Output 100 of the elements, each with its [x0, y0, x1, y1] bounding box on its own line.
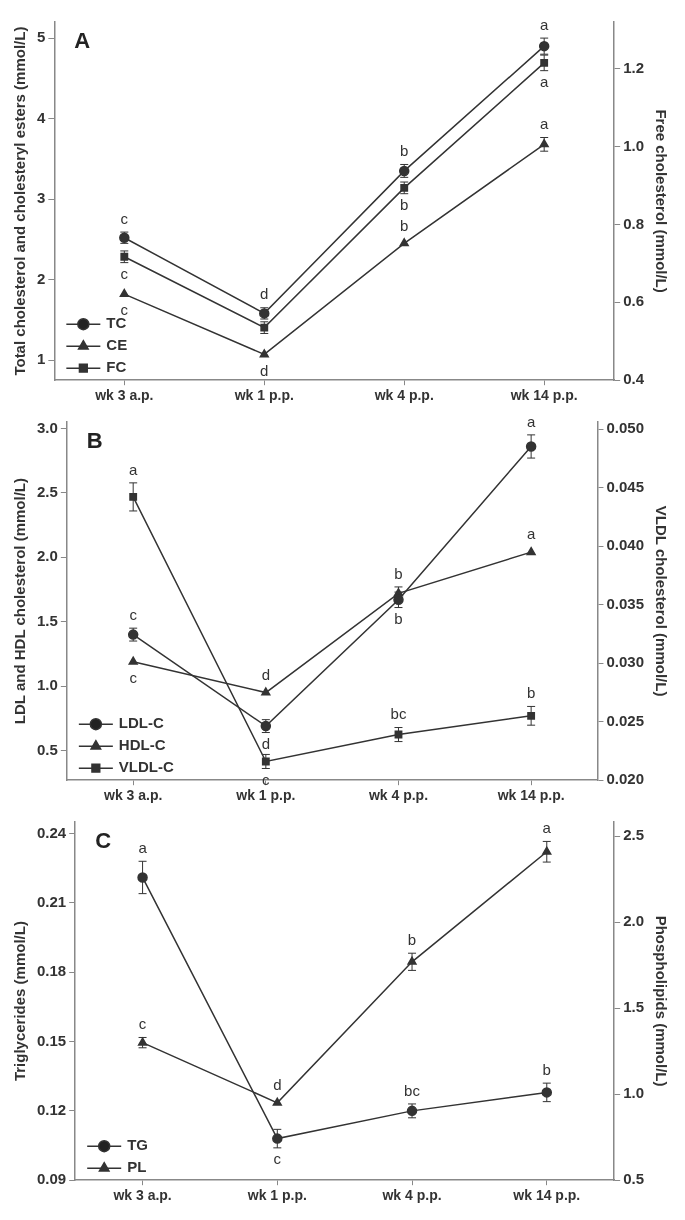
y2-tick-label: 2.5 — [623, 826, 645, 844]
data-label: bc — [390, 705, 407, 723]
x-tick-label: wk 14 p.p. — [512, 1187, 581, 1204]
point — [272, 1133, 283, 1144]
point — [539, 139, 549, 148]
data-label: d — [260, 361, 269, 379]
data-label: b — [407, 930, 417, 948]
point — [542, 846, 552, 855]
data-label: d — [261, 735, 270, 753]
y-axis-title: Total cholesterol and cholesteryl esters (mmol/L) — [11, 26, 29, 376]
x-tick-label: wk 1 p.p. — [235, 787, 296, 804]
data-label: a — [540, 15, 549, 33]
data-label: a — [526, 412, 536, 430]
y-axis-title: Triglycerides (mmol/L) — [11, 921, 29, 1082]
x-tick-label: wk 1 p.p. — [233, 387, 294, 404]
data-label: a — [138, 838, 148, 856]
y2-tick-label: 0.020 — [606, 770, 645, 788]
point — [272, 1097, 282, 1106]
data-label: d — [261, 665, 270, 683]
point — [137, 872, 148, 883]
data-label: b — [400, 196, 409, 214]
chart-title: B — [86, 428, 103, 454]
y2-tick-label: 1.0 — [623, 136, 645, 154]
legend-label: HDL-C — [118, 736, 166, 754]
y-tick-label: 0.24 — [36, 823, 67, 841]
y-tick-label: 4 — [37, 108, 46, 126]
legend-label: CE — [106, 336, 128, 354]
x-tick-label: wk 3 a.p. — [103, 787, 163, 804]
y-tick-label: 5 — [37, 28, 46, 46]
x-tick-label: wk 4 p.p. — [381, 1187, 442, 1204]
point — [128, 656, 138, 665]
y2-tick-label: 0.6 — [623, 292, 645, 310]
y2-axis-title: Free cholesterol (mmol/L) — [652, 109, 670, 293]
y-tick-label: 2.0 — [36, 547, 58, 565]
x-tick-label: wk 3 a.p. — [112, 1187, 172, 1204]
y2-tick-label: 0.030 — [606, 653, 645, 671]
y2-tick-label: 0.8 — [623, 214, 645, 232]
y2-tick-label: 0.5 — [623, 1170, 645, 1188]
data-label: b — [394, 564, 403, 582]
y-tick-label: 0.09 — [36, 1170, 67, 1188]
point — [259, 349, 269, 358]
y2-tick-label: 0.050 — [606, 419, 645, 437]
y2-tick-label: 0.045 — [606, 477, 645, 495]
point — [129, 492, 138, 501]
legend-label: PL — [127, 1158, 147, 1176]
y-tick-label: 0.15 — [36, 1031, 67, 1049]
y2-axis-title: VLDL cholesterol (mmol/L) — [652, 505, 670, 697]
chart-title: C — [95, 828, 112, 854]
point — [119, 288, 129, 298]
y-tick-label: 1.0 — [36, 676, 58, 694]
data-label: a — [540, 73, 549, 91]
data-label: c — [120, 209, 129, 227]
y-tick-label: 2 — [37, 269, 46, 287]
y2-axis-title: Phospholipids (mmol/L) — [652, 915, 670, 1087]
data-label: a — [129, 460, 139, 478]
data-label: a — [526, 525, 536, 543]
y-tick-label: 0.5 — [36, 740, 58, 758]
data-label: c — [273, 1150, 282, 1168]
y2-tick-label: 1.0 — [623, 1084, 645, 1102]
data-label: c — [129, 605, 138, 623]
point — [399, 238, 409, 247]
y-tick-label: 3.0 — [36, 418, 58, 436]
legend-label: TG — [127, 1136, 149, 1154]
legend-label: VLDL-C — [118, 758, 175, 776]
data-label: b — [526, 684, 536, 702]
point — [525, 441, 537, 452]
point — [261, 687, 271, 696]
data-label: d — [260, 285, 269, 303]
point — [526, 546, 536, 556]
y2-tick-label: 2.0 — [623, 912, 645, 930]
data-label: a — [540, 115, 549, 133]
data-label: bc — [404, 1081, 421, 1099]
data-label: c — [129, 668, 138, 686]
chart-title: A — [74, 28, 91, 54]
data-label: b — [400, 216, 409, 234]
y-tick-label: 1 — [37, 350, 46, 368]
data-label: b — [542, 1060, 551, 1078]
data-label: c — [138, 1015, 147, 1033]
point — [541, 1087, 553, 1098]
y-tick-label: 1.5 — [36, 611, 58, 629]
x-tick-label: wk 4 p.p. — [367, 787, 429, 804]
x-tick-label: wk 14 p.p. — [509, 387, 578, 404]
y2-tick-label: 0.4 — [623, 370, 645, 388]
x-tick-label: wk 3 a.p. — [94, 387, 154, 404]
y-tick-label: 0.21 — [36, 893, 67, 911]
y-tick-label: 0.12 — [36, 1101, 67, 1119]
y-tick-label: 2.5 — [36, 483, 58, 501]
data-label: d — [273, 1075, 282, 1093]
y2-tick-label: 0.025 — [606, 711, 645, 729]
data-label: c — [120, 265, 129, 283]
point — [407, 956, 417, 965]
x-tick-label: wk 4 p.p. — [373, 387, 434, 404]
x-tick-label: wk 1 p.p. — [246, 1187, 307, 1204]
y2-tick-label: 0.040 — [606, 536, 645, 554]
legend-label: FC — [106, 358, 127, 376]
point — [540, 58, 549, 67]
point — [527, 711, 536, 720]
point — [261, 757, 270, 766]
data-label: a — [542, 819, 552, 837]
y-tick-label: 0.18 — [36, 962, 67, 980]
